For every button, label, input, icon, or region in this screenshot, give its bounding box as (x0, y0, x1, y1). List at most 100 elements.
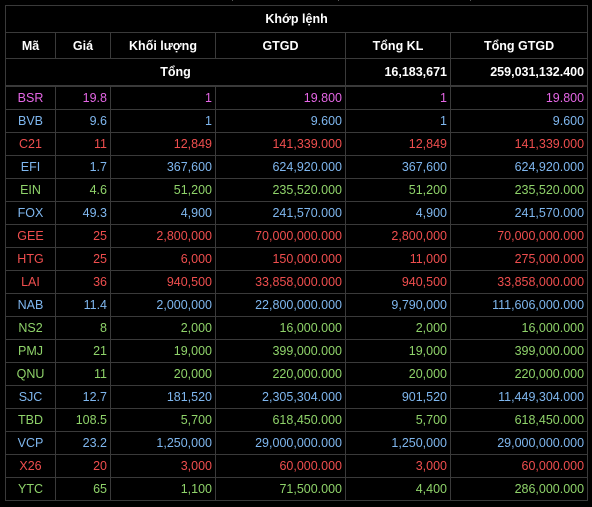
table-row[interactable]: BVB 9.6 1 9.600 1 9.600 (5, 109, 589, 133)
cell-total-volume: 12,849 (345, 132, 451, 156)
table-row[interactable]: BSR 19.8 1 19.800 1 19.800 (5, 85, 589, 110)
cell-ticker[interactable]: FOX (5, 201, 56, 225)
table-title-row: Khớp lệnh (4, 5, 589, 33)
table-row[interactable]: GEE 25 2,800,000 70,000,000.000 2,800,000 70,… (5, 224, 589, 248)
cell-total-volume: 5,700 (345, 408, 451, 432)
cell-price: 9.6 (55, 109, 111, 133)
table-row[interactable]: EFI 1.7 367,600 624,920.000 367,600 624,920.0… (5, 155, 589, 179)
cell-ticker[interactable]: QNU (5, 362, 56, 386)
table-row[interactable]: X26 20 3,000 60,000.000 3,000 60,000.000 (5, 454, 589, 478)
cell-price: 21 (55, 339, 111, 363)
cell-total-volume: 51,200 (345, 178, 451, 202)
totals-volume: 16,183,671 (345, 58, 451, 87)
cell-ticker[interactable]: LAI (5, 270, 56, 294)
table-row[interactable]: YTC 65 1,100 71,500.000 4,400 286,000.000 (5, 477, 589, 501)
cell-ticker[interactable]: BVB (5, 109, 56, 133)
cell-total-value: 16,000.000 (449, 316, 589, 340)
cell-value: 60,000.000 (215, 454, 346, 478)
cell-ticker[interactable]: SJC (5, 385, 56, 409)
table-title: Khớp lệnh (4, 5, 589, 33)
cell-value: 33,858,000.000 (215, 270, 346, 294)
table-row[interactable]: TBD 108.5 5,700 618,450.000 5,700 618,450.000 (5, 408, 589, 432)
cell-volume: 6,000 (110, 247, 216, 271)
col-header-volume[interactable]: Khối lượng (110, 32, 216, 59)
cell-volume: 12,849 (110, 132, 216, 156)
cell-value: 399,000.000 (215, 339, 346, 363)
cell-total-volume: 4,400 (345, 477, 451, 501)
cell-ticker[interactable]: EIN (5, 178, 56, 202)
cell-volume: 940,500 (110, 270, 216, 294)
cell-ticker[interactable]: YTC (5, 477, 56, 501)
cell-value: 141,339.000 (215, 132, 346, 156)
cell-total-volume: 20,000 (345, 362, 451, 386)
col-header-price[interactable]: Giá (55, 32, 111, 59)
cell-value: 624,920.000 (215, 155, 346, 179)
cell-total-volume: 1 (345, 109, 451, 133)
table-row[interactable]: FOX 49.3 4,900 241,570.000 4,900 241,570.000 (5, 201, 589, 225)
cell-value: 9.600 (215, 109, 346, 133)
cell-volume: 1 (110, 109, 216, 133)
cell-ticker[interactable]: NS2 (5, 316, 56, 340)
cell-ticker[interactable]: PMJ (5, 339, 56, 363)
col-header-total-volume[interactable]: Tổng KL (345, 32, 451, 59)
cell-price: 23.2 (55, 431, 111, 455)
cell-value: 235,520.000 (215, 178, 346, 202)
table-row[interactable]: NS2 8 2,000 16,000.000 2,000 16,000.000 (5, 316, 589, 340)
totals-label: Tổng (5, 58, 346, 87)
cell-total-value: 70,000,000.000 (449, 224, 589, 248)
cell-total-volume: 1,250,000 (345, 431, 451, 455)
col-header-ticker[interactable]: Mã (5, 32, 56, 59)
table-row[interactable]: QNU 11 20,000 220,000.000 20,000 220,000.000 (5, 362, 589, 386)
cell-volume: 1 (110, 85, 216, 110)
cell-price: 11 (55, 132, 111, 156)
cell-total-volume: 19,000 (345, 339, 451, 363)
table-row[interactable]: VCP 23.2 1,250,000 29,000,000.000 1,250,000 2… (5, 431, 589, 455)
table-row[interactable]: PMJ 21 19,000 399,000.000 19,000 399,000.000 (5, 339, 589, 363)
cell-ticker[interactable]: EFI (5, 155, 56, 179)
cell-volume: 367,600 (110, 155, 216, 179)
cell-ticker[interactable]: NAB (5, 293, 56, 317)
table-row[interactable]: HTG 25 6,000 150,000.000 11,000 275,000.000 (5, 247, 589, 271)
cell-total-value: 286,000.000 (449, 477, 589, 501)
cell-value: 150,000.000 (215, 247, 346, 271)
table-row[interactable]: LAI 36 940,500 33,858,000.000 940,500 33,858,… (5, 270, 589, 294)
cell-value: 22,800,000.000 (215, 293, 346, 317)
cell-ticker[interactable]: VCP (5, 431, 56, 455)
cell-total-value: 220,000.000 (449, 362, 589, 386)
cell-price: 25 (55, 224, 111, 248)
cell-value: 19.800 (215, 85, 346, 110)
table-row[interactable]: NAB 11.4 2,000,000 22,800,000.000 9,790,000 1… (5, 293, 589, 317)
cell-ticker[interactable]: TBD (5, 408, 56, 432)
cell-total-value: 235,520.000 (449, 178, 589, 202)
cell-ticker[interactable]: C21 (5, 132, 56, 156)
cell-ticker[interactable]: HTG (5, 247, 56, 271)
cell-volume: 51,200 (110, 178, 216, 202)
cell-total-value: 60,000.000 (449, 454, 589, 478)
cell-price: 65 (55, 477, 111, 501)
matched-orders-table: Khớp lệnh Mã Giá Khối lượng GTGD Tổng KL… (4, 5, 589, 501)
totals-value: 259,031,132.400 (449, 58, 589, 87)
cell-price: 8 (55, 316, 111, 340)
cell-value: 618,450.000 (215, 408, 346, 432)
cell-total-value: 33,858,000.000 (449, 270, 589, 294)
cell-volume: 19,000 (110, 339, 216, 363)
column-header-row: Mã Giá Khối lượng GTGD Tổng KL Tổng GTGD (5, 32, 589, 59)
cell-total-value: 275,000.000 (449, 247, 589, 271)
table-row[interactable]: EIN 4.6 51,200 235,520.000 51,200 235,520.000 (5, 178, 589, 202)
cell-ticker[interactable]: X26 (5, 454, 56, 478)
col-header-total-value[interactable]: Tổng GTGD (449, 32, 589, 59)
table-row[interactable]: C21 11 12,849 141,339.000 12,849 141,339.000 (5, 132, 589, 156)
cell-total-value: 111,606,000.000 (449, 293, 589, 317)
cell-ticker[interactable]: GEE (5, 224, 56, 248)
cell-price: 12.7 (55, 385, 111, 409)
col-header-value[interactable]: GTGD (215, 32, 346, 59)
cell-volume: 2,000,000 (110, 293, 216, 317)
cell-value: 16,000.000 (215, 316, 346, 340)
table-row[interactable]: SJC 12.7 181,520 2,305,304.000 901,520 11,449… (5, 385, 589, 409)
cell-total-volume: 11,000 (345, 247, 451, 271)
cell-ticker[interactable]: BSR (5, 85, 56, 110)
cell-price: 49.3 (55, 201, 111, 225)
cell-total-volume: 940,500 (345, 270, 451, 294)
cell-total-volume: 367,600 (345, 155, 451, 179)
cell-total-value: 624,920.000 (449, 155, 589, 179)
